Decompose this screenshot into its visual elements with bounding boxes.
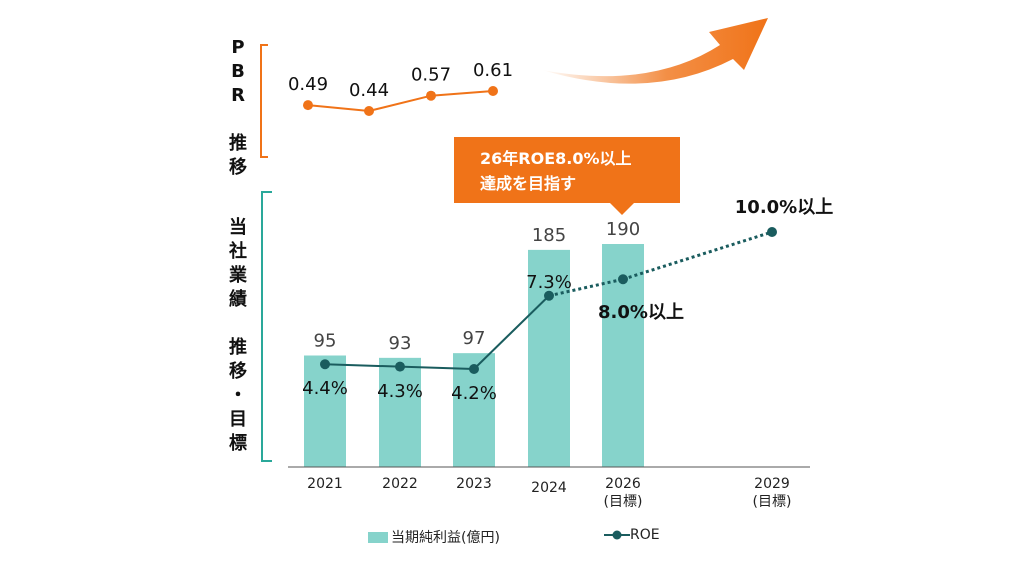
performance-bracket — [261, 191, 272, 462]
pbr-label: 0.49 — [288, 74, 328, 95]
legend-bar: 当期純利益(億円) — [368, 527, 500, 547]
profit-bar — [528, 249, 570, 467]
callout-line-1: 26年ROE8.0%以上 — [480, 149, 632, 168]
roe-label: 4.4% — [302, 378, 348, 399]
performance-axis-label-char: 推 — [229, 337, 247, 358]
callout-box — [454, 137, 680, 203]
pbr-label: 0.57 — [411, 65, 451, 86]
pbr-axis-label-char: R — [231, 85, 245, 106]
roe-point — [395, 361, 405, 372]
performance-axis-label-char: 社 — [229, 241, 247, 262]
pbr-point — [303, 100, 313, 111]
pbr-point — [488, 86, 498, 96]
growth-arrow — [542, 18, 768, 84]
legend-roe-label: ROE — [630, 527, 660, 543]
x-tick-label: (目標) — [604, 494, 643, 510]
performance-axis-label-char: 業 — [229, 265, 247, 286]
roe-label: 4.2% — [451, 383, 497, 404]
performance-axis-label: 当社業績 推移・目標 — [224, 216, 252, 456]
roe-point — [469, 364, 479, 374]
roe-point — [544, 290, 554, 301]
performance-axis-label-char: 績 — [229, 289, 247, 310]
pbr-axis-label-char — [224, 108, 252, 132]
roe-line-segment — [473, 295, 550, 370]
performance-axis-label-char: 移 — [229, 361, 247, 382]
legend-bar-label: 当期純利益(億円) — [391, 530, 500, 546]
x-tick-label: 2026 — [605, 476, 641, 492]
profit-bar — [379, 357, 421, 467]
performance-axis-label-char: 標 — [229, 433, 247, 454]
x-tick-label: (目標) — [753, 494, 792, 510]
profit-bar-label: 185 — [532, 225, 566, 246]
callout-line-2: 達成を目指す — [480, 174, 577, 193]
roe-label: 7.3% — [526, 272, 572, 293]
roe-line-segment — [324, 363, 401, 368]
pbr-axis-label-char: P — [231, 37, 245, 58]
performance-axis-label-char: 目 — [229, 409, 247, 430]
pbr-label: 0.61 — [473, 60, 513, 81]
roe-label: 4.3% — [377, 381, 423, 402]
x-tick-label: 2023 — [456, 476, 492, 492]
roe-label: 10.0%以上 — [735, 197, 833, 218]
performance-axis-label-char: 当 — [229, 217, 247, 238]
pbr-axis-label-char: B — [231, 61, 245, 82]
pbr-point — [364, 106, 374, 116]
profit-bar-label: 190 — [606, 219, 640, 240]
roe-target-segment — [548, 277, 624, 298]
profit-bar — [304, 355, 346, 467]
profit-bar-label: 93 — [389, 333, 412, 354]
profit-bar-label: 95 — [314, 331, 337, 352]
roe-point — [767, 227, 777, 237]
pbr-line — [307, 90, 494, 113]
pbr-point — [426, 90, 436, 101]
roe-point — [618, 274, 628, 285]
x-tick-label: 2021 — [307, 476, 343, 492]
roe-point — [320, 359, 330, 370]
profit-bar-label: 97 — [463, 328, 486, 349]
roe-target-callout: 26年ROE8.0%以上 達成を目指す — [454, 137, 680, 215]
pbr-axis-label-char: 移 — [229, 157, 247, 178]
legend-roe-swatch — [604, 530, 630, 540]
pbr-bracket — [260, 44, 268, 158]
pbr-label: 0.44 — [349, 80, 389, 101]
x-tick-label: 2024 — [531, 480, 567, 496]
performance-axis-label-char: ・ — [229, 385, 247, 406]
x-tick-label: 2029 — [754, 476, 790, 492]
callout-tail — [610, 203, 634, 215]
roe-label: 8.0%以上 — [598, 302, 684, 323]
legend-bar-swatch — [368, 531, 388, 543]
roe-line-segment — [399, 365, 475, 370]
legend-roe: ROE — [604, 527, 660, 543]
roe-target-segment — [622, 230, 773, 281]
x-tick-label: 2022 — [382, 476, 418, 492]
pbr-axis-label-char: 推 — [229, 133, 247, 154]
performance-axis-label-char — [224, 312, 252, 336]
